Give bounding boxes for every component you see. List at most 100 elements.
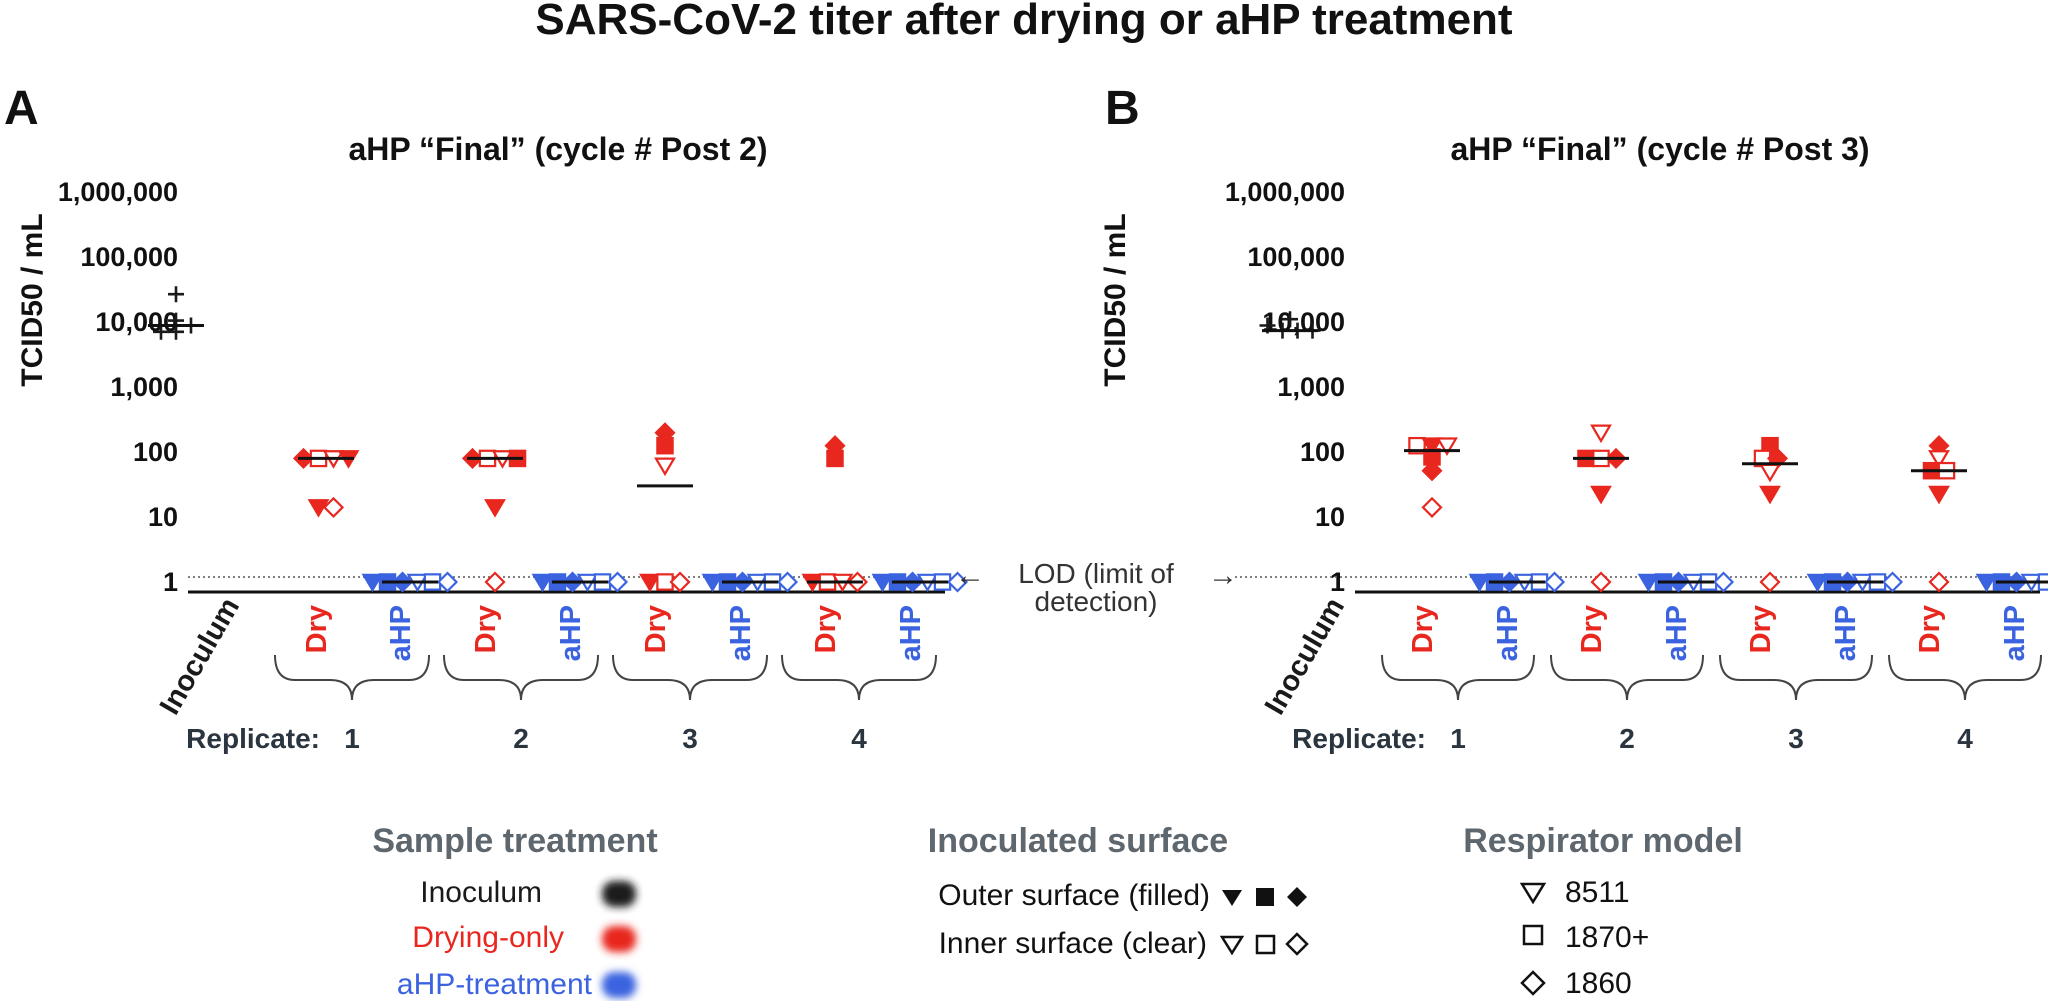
data-point-diamond-open bbox=[484, 571, 506, 593]
y-tick-label: 100,000 bbox=[80, 242, 178, 272]
replicate-number: 1 bbox=[1450, 723, 1466, 754]
replicate-bracket bbox=[1888, 654, 2042, 701]
replicate-bracket bbox=[612, 654, 768, 701]
category-label-ahp: aHP bbox=[1661, 605, 1693, 661]
data-point-diamond-open bbox=[322, 496, 345, 518]
replicate-number: 4 bbox=[851, 723, 867, 754]
legend-item-8511: 8511 bbox=[1565, 876, 1630, 909]
lod-text-line1: LOD (limit of bbox=[1018, 558, 1174, 589]
legend-title: Respirator model bbox=[1463, 822, 1743, 860]
data-point-diamond-open bbox=[436, 571, 459, 593]
legend-title: Inoculated surface bbox=[928, 822, 1228, 860]
y-tick-label: 10 bbox=[148, 502, 178, 532]
data-point-diamond-open bbox=[1590, 571, 1612, 593]
legend-sample-treatment: Sample treatment Inoculum Drying-only aH… bbox=[372, 822, 657, 1001]
data-point-diamond-open bbox=[946, 571, 969, 593]
y-tick-label: 10,000 bbox=[1262, 307, 1345, 337]
diamond-open-icon bbox=[1285, 932, 1309, 956]
replicate-number: 2 bbox=[513, 723, 529, 754]
square-open-icon bbox=[1255, 934, 1276, 955]
legend-swatch-ahp-treatment bbox=[602, 972, 636, 998]
data-point-triangle-filled bbox=[1975, 573, 1998, 593]
data-point-triangle-filled bbox=[1637, 573, 1660, 593]
legend-item-ahp-treatment: aHP-treatment bbox=[397, 968, 593, 1001]
category-labels: Inoculum Dry aHP Dry aHP Dry aHP Dry aHP bbox=[1259, 593, 2031, 721]
panel-letter: A bbox=[4, 82, 39, 135]
triangle-down-open-icon bbox=[1519, 882, 1547, 905]
legend-swatch-inoculum bbox=[602, 881, 636, 907]
data-point-triangle-filled bbox=[1928, 485, 1950, 505]
y-tick-labels: 1 10 100 1,000 10,000 100,000 1,000,000 bbox=[1225, 177, 1345, 597]
legend-item-inner-surface: Inner surface (clear) bbox=[939, 927, 1207, 960]
triangle-down-filled-icon bbox=[1222, 890, 1242, 906]
legend-item-1870plus: 1870+ bbox=[1565, 921, 1649, 954]
data-point-triangle-open bbox=[1436, 437, 1458, 456]
category-label-dry: Dry bbox=[1745, 605, 1777, 653]
data-point-diamond-open bbox=[776, 571, 799, 593]
data-point-triangle-filled bbox=[361, 573, 384, 593]
replicate-label: Replicate: bbox=[186, 723, 320, 754]
data-point-diamond-open bbox=[1712, 571, 1735, 593]
category-label-dry: Dry bbox=[1576, 605, 1608, 653]
category-label-dry: Dry bbox=[470, 605, 502, 653]
category-label-dry: Dry bbox=[810, 605, 842, 653]
data-point-triangle-filled bbox=[1468, 573, 1491, 593]
data-point-diamond-open bbox=[669, 571, 691, 593]
lod-annotation: ← LOD (limit of detection) → bbox=[955, 558, 1238, 617]
data-point-plus bbox=[168, 286, 184, 303]
category-label-dry: Dry bbox=[301, 605, 333, 653]
y-tick-label: 1,000 bbox=[110, 372, 178, 402]
data-marks bbox=[148, 286, 969, 593]
replicate-number: 2 bbox=[1619, 723, 1635, 754]
lod-left-arrow: ← bbox=[955, 559, 985, 592]
data-point-triangle-open bbox=[1759, 463, 1781, 483]
data-point-diamond-open bbox=[1543, 571, 1566, 593]
data-point-plus bbox=[1282, 311, 1298, 328]
y-axis-label: TCID50 / mL bbox=[1099, 213, 1132, 386]
lod-text-line2: detection) bbox=[1035, 586, 1158, 617]
y-tick-label: 1,000,000 bbox=[58, 177, 178, 207]
category-label-ahp: aHP bbox=[1830, 605, 1862, 661]
legend-item-drying-only: Drying-only bbox=[412, 921, 564, 954]
data-point-triangle-filled bbox=[484, 499, 506, 518]
panel-letter: B bbox=[1105, 82, 1140, 135]
y-tick-label: 10 bbox=[1315, 502, 1345, 532]
data-point-diamond-filled bbox=[1421, 460, 1443, 482]
y-tick-labels: 1 10 100 1,000 10,000 100,000 1,000,000 bbox=[58, 177, 178, 597]
data-point-triangle-filled bbox=[871, 573, 894, 593]
y-tick-label: 100,000 bbox=[1247, 242, 1345, 272]
category-label-ahp: aHP bbox=[725, 605, 757, 661]
panel-subtitle: aHP “Final” (cycle # Post 3) bbox=[1450, 131, 1869, 167]
data-point-triangle-filled bbox=[1806, 573, 1829, 593]
data-point-triangle-filled bbox=[639, 573, 661, 593]
y-tick-label: 1 bbox=[163, 567, 178, 597]
replicate-bracket bbox=[443, 654, 599, 701]
data-point-triangle-open bbox=[654, 457, 676, 477]
category-label-dry: Dry bbox=[1407, 605, 1439, 653]
legend-swatch-drying-only bbox=[602, 926, 636, 952]
y-tick-label: 1,000,000 bbox=[1225, 177, 1345, 207]
data-point-diamond-open bbox=[1928, 571, 1950, 593]
replicate-bracket bbox=[781, 654, 937, 701]
category-label-ahp: aHP bbox=[555, 605, 587, 661]
replicate-number: 3 bbox=[1788, 723, 1804, 754]
panel-a: A aHP “Final” (cycle # Post 2) TCID50 / … bbox=[4, 82, 969, 754]
replicate-brackets bbox=[1381, 654, 2042, 701]
category-label-dry: Dry bbox=[640, 605, 672, 653]
replicate-number: 3 bbox=[682, 723, 698, 754]
diamond-open-icon bbox=[1520, 970, 1546, 996]
data-point-triangle-open bbox=[1590, 424, 1612, 444]
data-marks bbox=[1259, 311, 2048, 593]
category-label-inoculum: Inoculum bbox=[1259, 593, 1351, 721]
data-point-diamond-open bbox=[1759, 571, 1781, 593]
square-filled-icon bbox=[1256, 888, 1274, 906]
y-tick-label: 1,000 bbox=[1277, 372, 1345, 402]
y-tick-label: 100 bbox=[1300, 437, 1345, 467]
data-point-triangle-filled bbox=[1759, 485, 1781, 505]
panel-subtitle: aHP “Final” (cycle # Post 2) bbox=[348, 131, 767, 167]
replicate-brackets bbox=[274, 654, 937, 701]
data-point-square-filled bbox=[826, 449, 844, 468]
panel-b: B aHP “Final” (cycle # Post 3) TCID50 / … bbox=[1099, 82, 2048, 754]
legend-respirator-model: Respirator model 8511 1870+ 1860 bbox=[1463, 822, 1743, 1000]
